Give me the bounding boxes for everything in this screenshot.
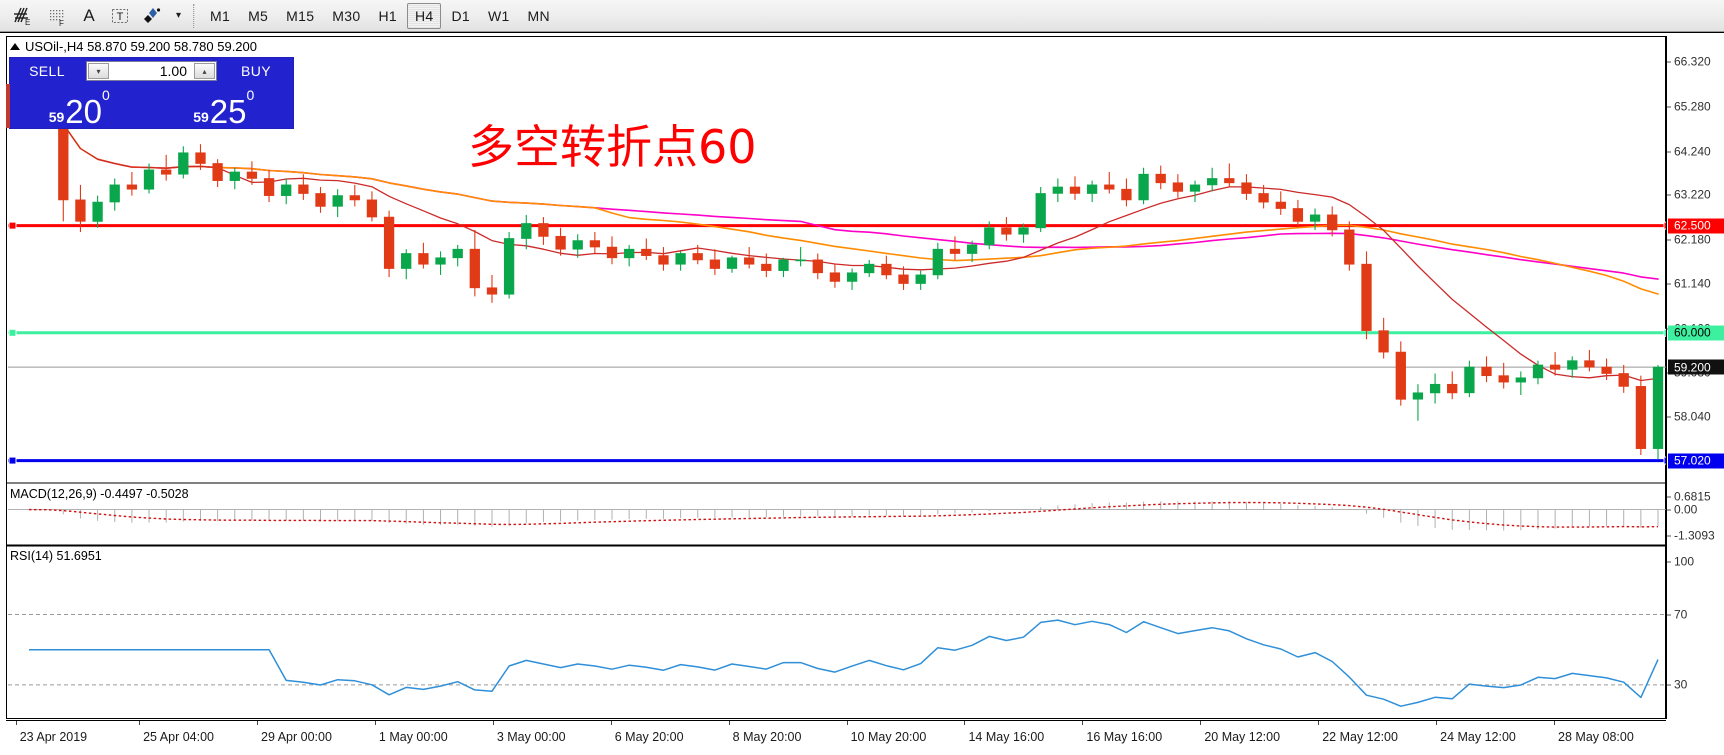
symbol-header: USOil-,H4 58.870 59.200 58.780 59.200 — [10, 39, 257, 54]
buy-price-prefix: 59 — [193, 109, 209, 125]
svg-text:E: E — [25, 18, 30, 27]
price-badge-green[interactable]: 60.000 — [1668, 325, 1724, 341]
volume-decrement-icon[interactable]: ▾ — [88, 63, 109, 79]
rsi-pane-title: RSI(14) 51.6951 — [10, 549, 102, 563]
chart-annotation-text[interactable]: 多空转折点60 — [468, 120, 757, 174]
price-badge-blue[interactable]: 57.020 — [1668, 453, 1724, 469]
rsi-axis-tick-2: 30 — [1667, 677, 1724, 692]
time-axis-label-11: 22 May 12:00 — [1318, 721, 1398, 744]
timeframe-m30[interactable]: M30 — [332, 7, 361, 24]
time-axis[interactable]: 23 Apr 2019 25 Apr 04:00 29 Apr 00:00 1 May… — [6, 720, 1666, 754]
price-axis-tick-8: 58.040 — [1667, 409, 1724, 424]
price-badge-red[interactable]: 62.500 — [1668, 218, 1724, 234]
sell-label: SELL — [29, 63, 65, 79]
timeframe-d1[interactable]: D1 — [451, 7, 470, 24]
sell-price-prefix: 59 — [48, 109, 65, 125]
indicators-icon[interactable]: E — [6, 2, 40, 30]
volume-input[interactable]: 1.00 — [110, 62, 193, 80]
time-axis-label-1: 25 Apr 04:00 — [139, 721, 214, 744]
time-axis-label-12: 24 May 12:00 — [1436, 721, 1516, 744]
buy-button[interactable]: 59 25 0 — [155, 84, 294, 128]
sell-button[interactable]: 59 20 0 — [10, 84, 149, 128]
macd-pane-title: MACD(12,26,9) -0.4497 -0.5028 — [10, 487, 189, 501]
grid-icon[interactable]: F — [40, 2, 74, 30]
price-axis-tick-4: 62.180 — [1667, 232, 1724, 247]
toolbar: E F A T — [0, 0, 1724, 32]
oct-side-marker — [6, 84, 10, 128]
price-chart-canvas[interactable] — [0, 33, 1724, 755]
buy-price-main: 25 — [209, 93, 247, 130]
oct-divider — [148, 84, 155, 128]
sell-price-suffix: 0 — [102, 87, 110, 103]
timeframe-w1[interactable]: W1 — [487, 7, 510, 24]
chart-area[interactable]: USOil-,H4 58.870 59.200 58.780 59.200 SE… — [0, 32, 1724, 754]
price-axis-tick-3: 63.220 — [1667, 187, 1724, 202]
time-axis-label-4: 3 May 00:00 — [492, 721, 566, 744]
timeframe-h1[interactable]: H1 — [378, 7, 397, 24]
objects-dropdown-icon[interactable]: ▾ — [176, 10, 182, 21]
price-axis[interactable]: 66.32065.28064.24063.22062.18061.14060.1… — [1666, 36, 1724, 719]
timeframe-m1[interactable]: M1 — [210, 7, 231, 24]
toolbar-separator — [193, 3, 196, 28]
time-axis-label-13: 28 May 08:00 — [1554, 721, 1634, 744]
time-axis-label-8: 14 May 16:00 — [964, 721, 1045, 744]
rsi-axis-tick-1: 70 — [1667, 607, 1724, 622]
label-tool-icon[interactable]: T — [104, 2, 136, 30]
timeframe-mn[interactable]: MN — [527, 7, 550, 24]
time-axis-label-9: 16 May 16:00 — [1082, 721, 1163, 744]
rsi-axis-tick-0: 100 — [1667, 554, 1724, 569]
objects-icon[interactable] — [136, 2, 170, 30]
symbol-header-text: USOil-,H4 58.870 59.200 58.780 59.200 — [25, 39, 258, 54]
timeframe-m5[interactable]: M5 — [248, 7, 269, 24]
buy-price-suffix: 0 — [246, 87, 255, 103]
price-axis-tick-2: 64.240 — [1667, 144, 1724, 159]
buy-label: BUY — [241, 63, 271, 79]
time-axis-label-2: 29 Apr 00:00 — [257, 721, 332, 744]
sell-price-main: 20 — [65, 93, 102, 130]
macd-axis-tick-0: 0.6815 — [1667, 489, 1724, 504]
price-axis-tick-1: 65.280 — [1667, 99, 1724, 114]
volume-stepper[interactable]: ▾ 1.00 ▴ — [86, 61, 217, 81]
svg-text:F: F — [59, 19, 64, 27]
plot-border — [6, 36, 1666, 719]
timeframe-m15[interactable]: M15 — [286, 7, 315, 24]
time-axis-label-10: 20 May 12:00 — [1200, 721, 1281, 744]
text-tool-icon[interactable]: A — [83, 5, 95, 25]
volume-increment-icon[interactable]: ▴ — [194, 63, 215, 79]
collapse-triangle-icon[interactable] — [10, 43, 20, 50]
macd-axis-tick-1: 0.00 — [1667, 502, 1724, 517]
time-axis-label-6: 8 May 20:00 — [728, 721, 802, 744]
time-axis-label-3: 1 May 00:00 — [374, 721, 448, 744]
one-click-trading-panel[interactable]: SELL ▾ 1.00 ▴ BUY 59 20 0 59 25 0 — [6, 57, 294, 129]
timeframe-h4[interactable]: H4 — [406, 2, 442, 29]
macd-axis-tick-2: -1.3093 — [1667, 528, 1724, 543]
price-axis-tick-5: 61.140 — [1667, 276, 1724, 291]
price-axis-tick-0: 66.320 — [1667, 54, 1724, 69]
time-axis-label-5: 6 May 20:00 — [610, 721, 684, 744]
time-axis-label-0: 23 Apr 2019 — [15, 721, 88, 744]
time-axis-label-7: 10 May 20:00 — [846, 721, 927, 744]
svg-text:T: T — [117, 11, 124, 23]
price-badge-black[interactable]: 59.200 — [1668, 359, 1724, 375]
